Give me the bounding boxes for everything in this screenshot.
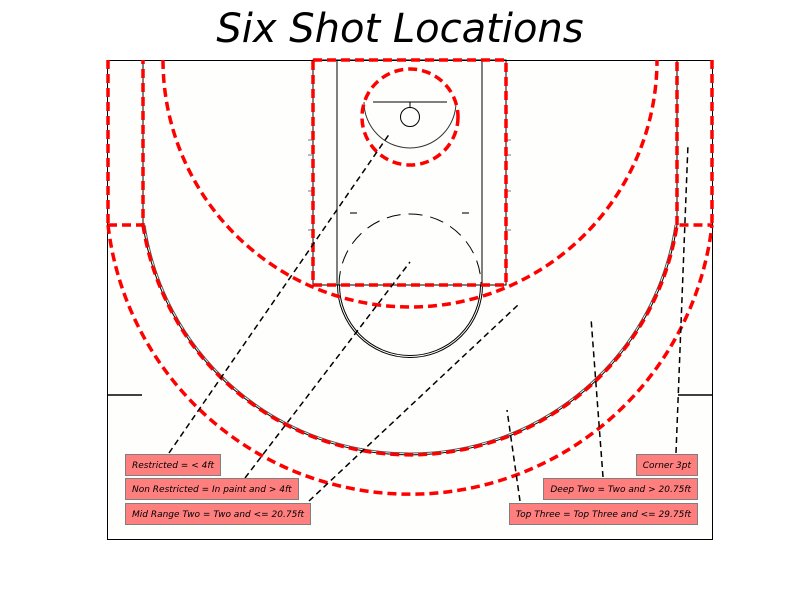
leader-deep-two [590, 317, 604, 478]
leader-corner-3pt [675, 143, 689, 454]
zone-three-point [108, 60, 712, 457]
label-deep-two: Deep Two = Two and > 20.75ft [543, 478, 698, 500]
free-throw-circle-bottom [337, 284, 483, 358]
restricted-arc [363, 101, 457, 149]
label-top-three: Top Three = Top Three and <= 29.75ft [508, 503, 698, 525]
paint-outer [312, 59, 507, 286]
zone-mid-range [161, 59, 659, 309]
leader-top-three [506, 409, 521, 502]
zone-restricted [360, 67, 460, 167]
label-corner-3pt: Corner 3pt [635, 454, 698, 476]
leader-restricted [168, 132, 391, 454]
label-restricted: Restricted = < 4ft [125, 454, 222, 476]
chart-title: Six Shot Locations [216, 6, 584, 52]
zone-outlines [106, 58, 714, 496]
leader-non-restricted [244, 261, 411, 479]
leader-mid-range-two [308, 304, 519, 502]
rim [400, 107, 420, 127]
free-throw-circle-top [338, 213, 482, 286]
free-throw-circle-bottom-2 [339, 284, 481, 356]
three-point-arc-inner [144, 224, 676, 454]
label-mid-range-two: Mid Range Two = Two and <= 20.75ft [125, 503, 312, 525]
zone-top-three [106, 224, 714, 496]
label-non-restricted: Non Restricted = In paint and > 4ft [125, 478, 299, 500]
leader-lines [168, 132, 689, 502]
